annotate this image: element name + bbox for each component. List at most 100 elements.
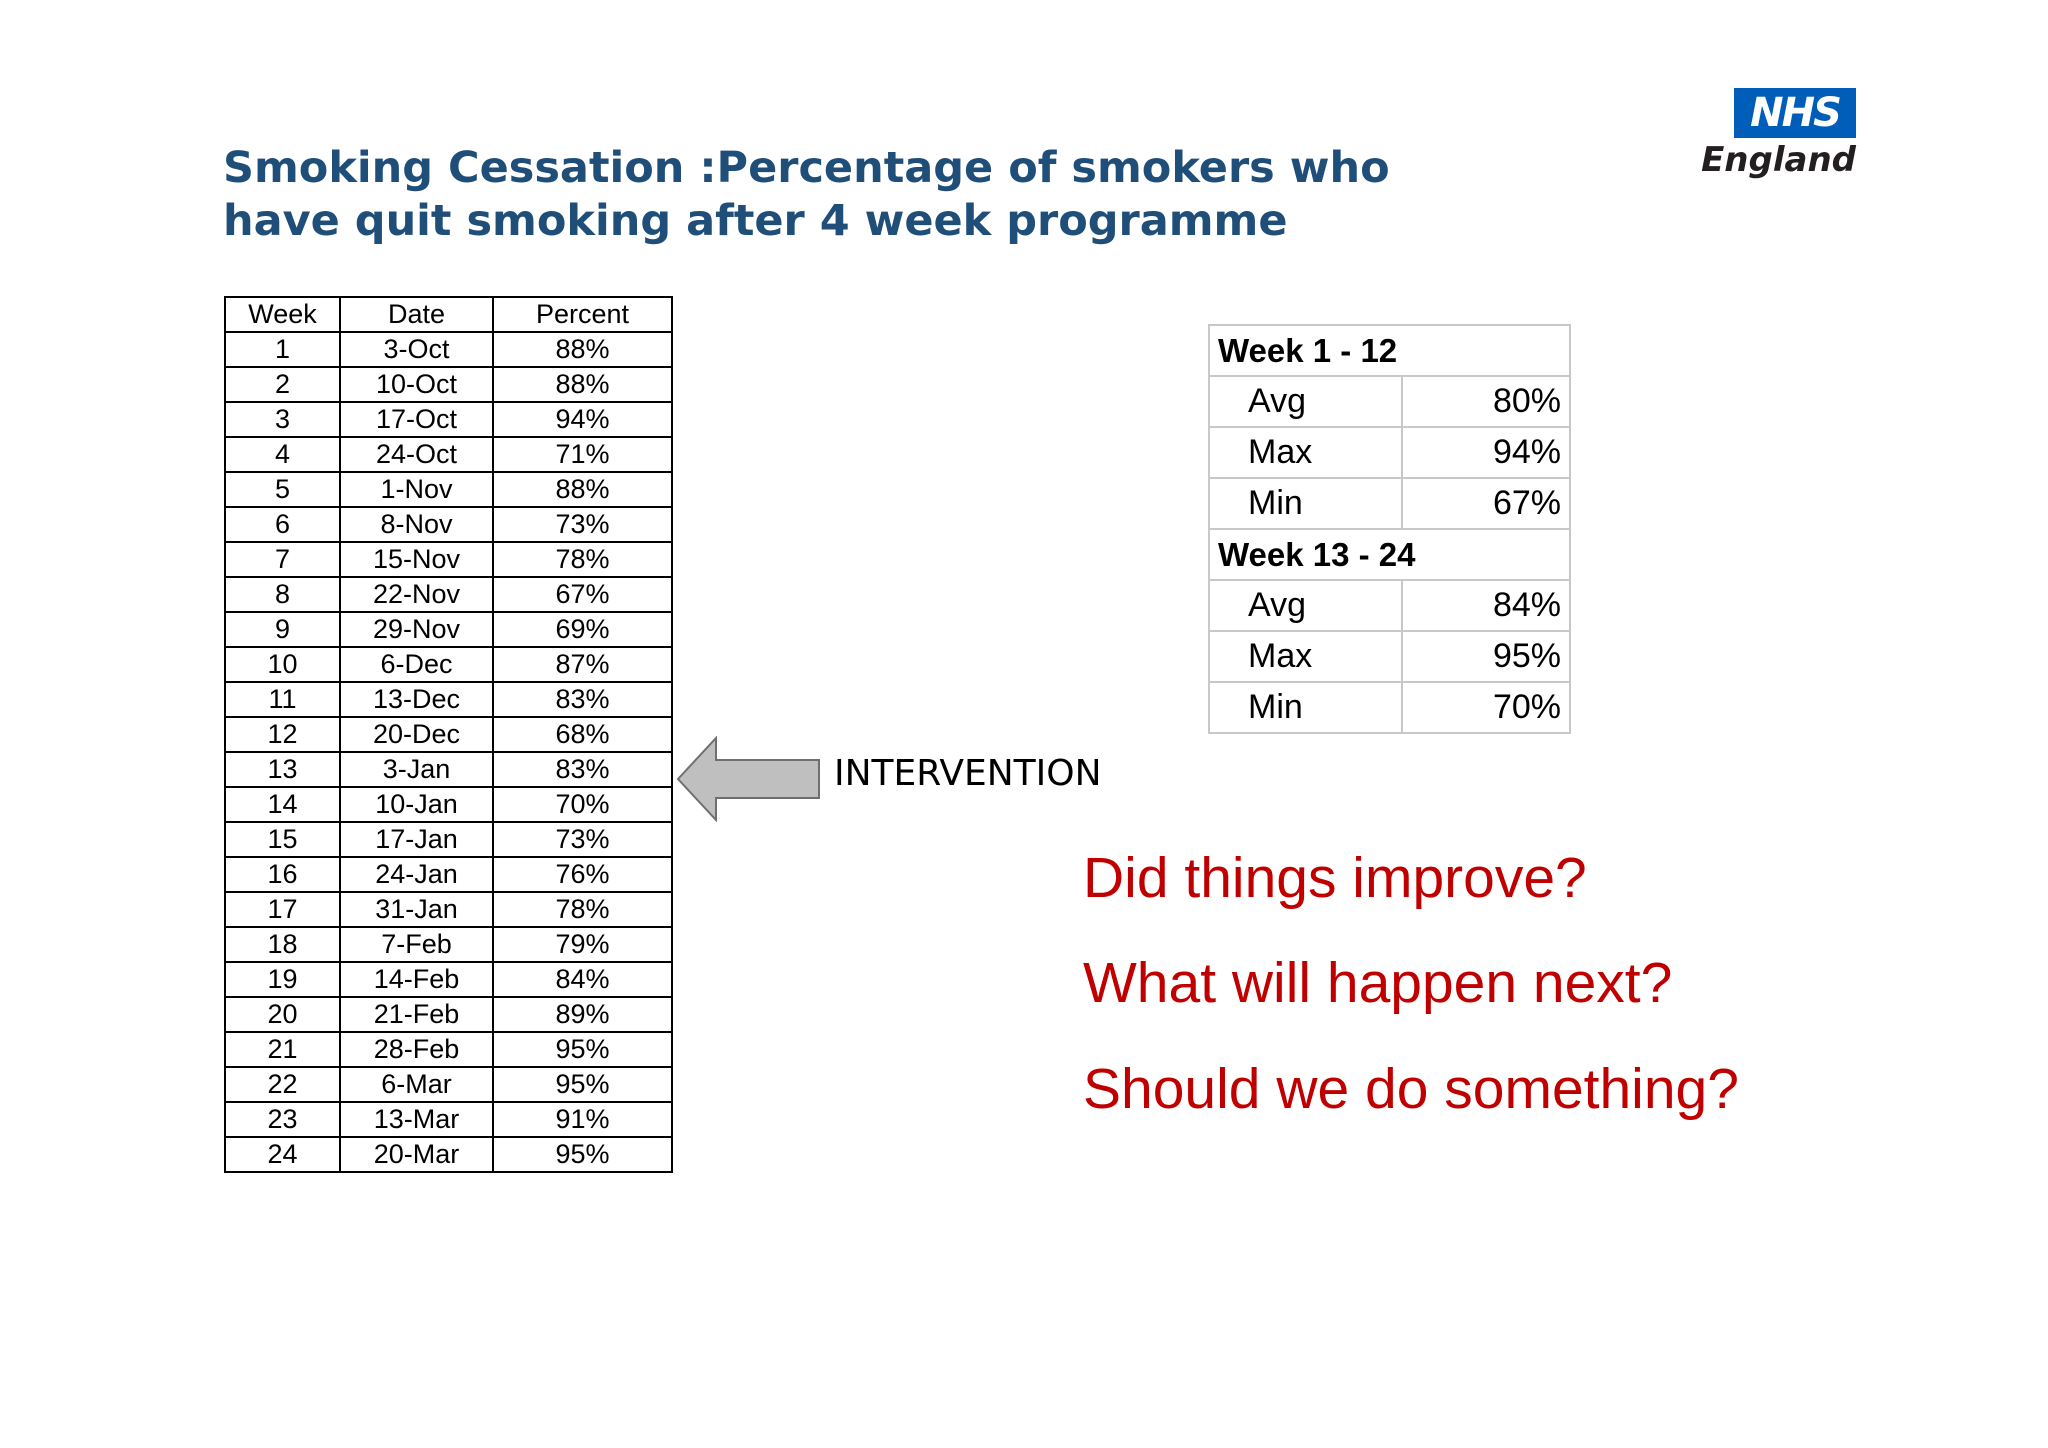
title-line-1: Smoking Cessation :Percentage of smokers… bbox=[223, 143, 1390, 193]
intervention-label: INTERVENTION bbox=[834, 753, 1102, 794]
table-row: 2 10-Oct 88% bbox=[224, 366, 673, 403]
cell-week: 5 bbox=[224, 471, 341, 508]
stats-value: 94% bbox=[1401, 426, 1571, 479]
stats-row: Avg 80% bbox=[1208, 375, 1571, 428]
cell-week: 18 bbox=[224, 926, 341, 963]
table-row: 11 13-Dec 83% bbox=[224, 681, 673, 718]
cell-percent: 79% bbox=[492, 926, 673, 963]
cell-date: 24-Jan bbox=[339, 856, 494, 893]
cell-percent: 83% bbox=[492, 681, 673, 718]
stats-label: Max bbox=[1208, 426, 1403, 479]
cell-percent: 88% bbox=[492, 471, 673, 508]
cell-percent: 88% bbox=[492, 366, 673, 403]
stats-row: Min 70% bbox=[1208, 681, 1571, 734]
cell-percent: 83% bbox=[492, 751, 673, 788]
cell-percent: 76% bbox=[492, 856, 673, 893]
cell-week: 7 bbox=[224, 541, 341, 578]
stats-group-heading: Week 1 - 12 bbox=[1208, 324, 1571, 377]
cell-percent: 78% bbox=[492, 891, 673, 928]
stats-value: 80% bbox=[1401, 375, 1571, 428]
cell-percent: 70% bbox=[492, 786, 673, 823]
weekly-percent-table: Week Date Percent 1 3-Oct 88% 2 10-Oct 88% 3 17… bbox=[224, 296, 673, 1173]
cell-date: 10-Oct bbox=[339, 366, 494, 403]
cell-percent: 68% bbox=[492, 716, 673, 753]
cell-percent: 78% bbox=[492, 541, 673, 578]
nhs-badge: NHS bbox=[1734, 88, 1856, 138]
table-row: 18 7-Feb 79% bbox=[224, 926, 673, 963]
cell-date: 3-Jan bbox=[339, 751, 494, 788]
table-row: 23 13-Mar 91% bbox=[224, 1101, 673, 1138]
stats-value: 67% bbox=[1401, 477, 1571, 530]
cell-date: 28-Feb bbox=[339, 1031, 494, 1068]
cell-week: 20 bbox=[224, 996, 341, 1033]
table-row: 10 6-Dec 87% bbox=[224, 646, 673, 683]
nhs-england-logo: NHS England bbox=[1690, 88, 1860, 188]
summary-stats-body: Week 1 - 12 Avg 80% Max 94% Min 67% Week 13 - 2… bbox=[1208, 324, 1571, 734]
cell-week: 15 bbox=[224, 821, 341, 858]
cell-percent: 69% bbox=[492, 611, 673, 648]
table-row: 7 15-Nov 78% bbox=[224, 541, 673, 578]
table-row: 6 8-Nov 73% bbox=[224, 506, 673, 543]
cell-percent: 67% bbox=[492, 576, 673, 613]
cell-week: 21 bbox=[224, 1031, 341, 1068]
cell-week: 4 bbox=[224, 436, 341, 473]
table-body: 1 3-Oct 88% 2 10-Oct 88% 3 17-Oct 94% 4 24-Oct 71% 5… bbox=[224, 331, 673, 1173]
stats-label: Avg bbox=[1208, 375, 1403, 428]
cell-week: 10 bbox=[224, 646, 341, 683]
stats-group-heading-row: Week 13 - 24 bbox=[1208, 528, 1571, 581]
table-row: 15 17-Jan 73% bbox=[224, 821, 673, 858]
cell-percent: 91% bbox=[492, 1101, 673, 1138]
cell-week: 22 bbox=[224, 1066, 341, 1103]
cell-week: 12 bbox=[224, 716, 341, 753]
cell-percent: 95% bbox=[492, 1066, 673, 1103]
question-3: Should we do something? bbox=[1083, 1057, 1739, 1121]
cell-date: 6-Mar bbox=[339, 1066, 494, 1103]
table-row: 5 1-Nov 88% bbox=[224, 471, 673, 508]
cell-week: 13 bbox=[224, 751, 341, 788]
left-arrow-icon bbox=[676, 736, 820, 822]
cell-percent: 94% bbox=[492, 401, 673, 438]
slide-title: Smoking Cessation :Percentage of smokers… bbox=[223, 142, 1473, 248]
stats-label: Max bbox=[1208, 630, 1403, 683]
stats-label: Avg bbox=[1208, 579, 1403, 632]
table-header-row: Week Date Percent bbox=[224, 296, 673, 333]
cell-week: 17 bbox=[224, 891, 341, 928]
cell-date: 29-Nov bbox=[339, 611, 494, 648]
cell-date: 6-Dec bbox=[339, 646, 494, 683]
cell-week: 8 bbox=[224, 576, 341, 613]
table-row: 3 17-Oct 94% bbox=[224, 401, 673, 438]
cell-date: 10-Jan bbox=[339, 786, 494, 823]
cell-week: 6 bbox=[224, 506, 341, 543]
column-header-percent: Percent bbox=[492, 296, 673, 333]
cell-week: 16 bbox=[224, 856, 341, 893]
nhs-logo-name: England bbox=[1701, 140, 1856, 180]
cell-date: 20-Dec bbox=[339, 716, 494, 753]
stats-value: 95% bbox=[1401, 630, 1571, 683]
cell-percent: 95% bbox=[492, 1136, 673, 1173]
stats-label: Min bbox=[1208, 681, 1403, 734]
cell-date: 24-Oct bbox=[339, 436, 494, 473]
table-row: 14 10-Jan 70% bbox=[224, 786, 673, 823]
cell-date: 22-Nov bbox=[339, 576, 494, 613]
table-row: 4 24-Oct 71% bbox=[224, 436, 673, 473]
cell-week: 9 bbox=[224, 611, 341, 648]
cell-percent: 73% bbox=[492, 821, 673, 858]
stats-group-heading: Week 13 - 24 bbox=[1208, 528, 1571, 581]
table-row: 24 20-Mar 95% bbox=[224, 1136, 673, 1173]
stats-row: Max 94% bbox=[1208, 426, 1571, 479]
stats-label: Min bbox=[1208, 477, 1403, 530]
cell-date: 14-Feb bbox=[339, 961, 494, 998]
cell-date: 13-Dec bbox=[339, 681, 494, 718]
cell-date: 21-Feb bbox=[339, 996, 494, 1033]
table-row: 22 6-Mar 95% bbox=[224, 1066, 673, 1103]
table-row: 20 21-Feb 89% bbox=[224, 996, 673, 1033]
table-row: 9 29-Nov 69% bbox=[224, 611, 673, 648]
stats-row: Avg 84% bbox=[1208, 579, 1571, 632]
table-row: 1 3-Oct 88% bbox=[224, 331, 673, 368]
cell-week: 14 bbox=[224, 786, 341, 823]
cell-date: 17-Jan bbox=[339, 821, 494, 858]
question-2: What will happen next? bbox=[1083, 951, 1673, 1015]
stats-row: Min 67% bbox=[1208, 477, 1571, 530]
cell-week: 24 bbox=[224, 1136, 341, 1173]
stats-value: 84% bbox=[1401, 579, 1571, 632]
